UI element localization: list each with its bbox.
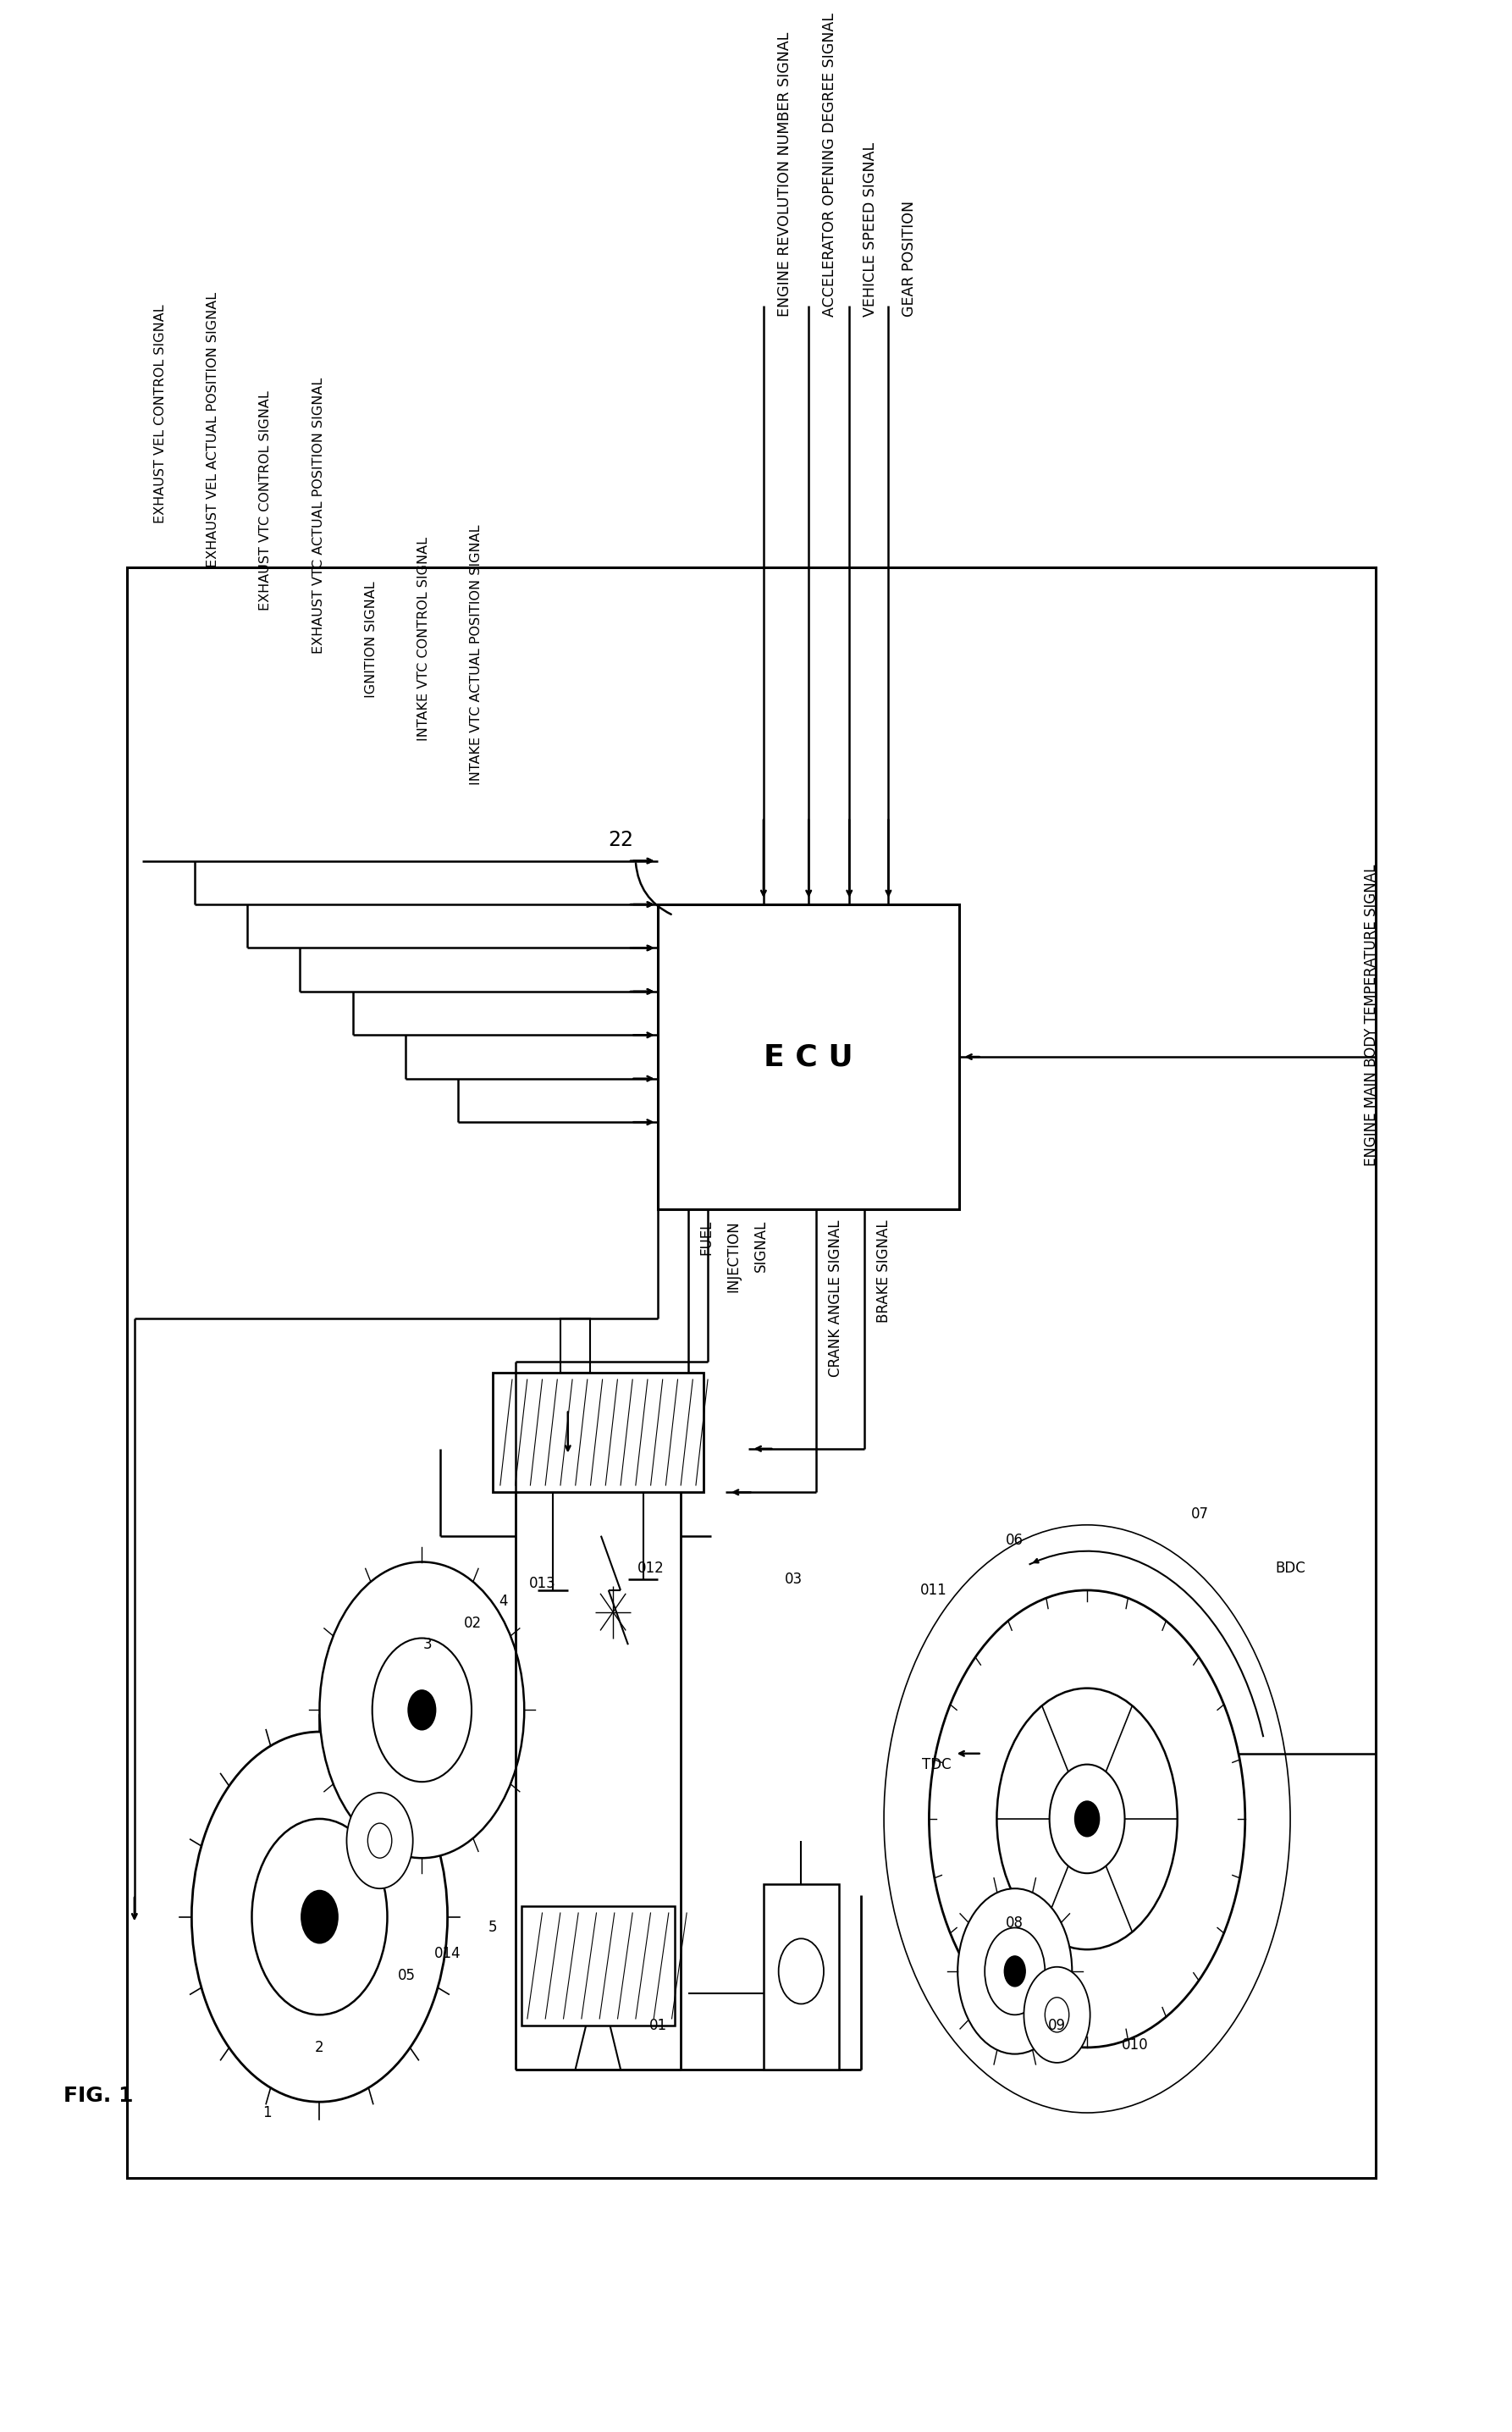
Text: SIGNAL: SIGNAL xyxy=(753,1221,768,1272)
Text: 012: 012 xyxy=(637,1561,664,1576)
Bar xyxy=(561,1318,591,1372)
Text: E C U: E C U xyxy=(764,1043,853,1070)
Text: 03: 03 xyxy=(785,1571,803,1588)
Text: 22: 22 xyxy=(608,829,634,849)
Text: FIG. 1: FIG. 1 xyxy=(64,2087,133,2106)
Text: 08: 08 xyxy=(1005,1916,1024,1931)
Text: 010: 010 xyxy=(1122,2038,1149,2053)
Text: 09: 09 xyxy=(1048,2019,1066,2033)
Circle shape xyxy=(253,1819,387,2014)
Circle shape xyxy=(779,1938,824,2004)
Circle shape xyxy=(346,1792,413,1890)
Circle shape xyxy=(372,1639,472,1783)
Text: VEHICLE SPEED SIGNAL: VEHICLE SPEED SIGNAL xyxy=(863,141,878,316)
Text: TDC: TDC xyxy=(922,1756,951,1773)
Circle shape xyxy=(367,1824,392,1858)
Circle shape xyxy=(957,1890,1072,2055)
Text: 4: 4 xyxy=(499,1593,508,1608)
Circle shape xyxy=(192,1732,448,2101)
Text: INTAKE VTC CONTROL SIGNAL: INTAKE VTC CONTROL SIGNAL xyxy=(417,537,429,742)
Text: ENGINE REVOLUTION NUMBER SIGNAL: ENGINE REVOLUTION NUMBER SIGNAL xyxy=(777,32,792,316)
Text: BDC: BDC xyxy=(1275,1561,1305,1576)
Text: 013: 013 xyxy=(529,1576,556,1591)
Text: GEAR POSITION: GEAR POSITION xyxy=(903,199,918,316)
Text: ENGINE MAIN BODY TEMPERATURE SIGNAL: ENGINE MAIN BODY TEMPERATURE SIGNAL xyxy=(1364,863,1379,1165)
Text: CRANK ANGLE SIGNAL: CRANK ANGLE SIGNAL xyxy=(829,1221,844,1377)
Text: EXHAUST VTC CONTROL SIGNAL: EXHAUST VTC CONTROL SIGNAL xyxy=(260,392,272,610)
Text: 014: 014 xyxy=(434,1946,461,1963)
Text: IGNITION SIGNAL: IGNITION SIGNAL xyxy=(364,581,378,698)
Text: 011: 011 xyxy=(921,1583,947,1598)
Bar xyxy=(493,1372,703,1493)
Text: 5: 5 xyxy=(488,1921,497,1936)
Circle shape xyxy=(1045,1997,1069,2033)
Bar xyxy=(658,905,959,1209)
Bar xyxy=(764,1885,839,2070)
Text: INTAKE VTC ACTUAL POSITION SIGNAL: INTAKE VTC ACTUAL POSITION SIGNAL xyxy=(470,525,482,786)
Text: 1: 1 xyxy=(263,2106,271,2121)
Circle shape xyxy=(319,1561,525,1858)
Text: 02: 02 xyxy=(464,1615,482,1629)
Text: 07: 07 xyxy=(1191,1505,1210,1522)
Text: ACCELERATOR OPENING DEGREE SIGNAL: ACCELERATOR OPENING DEGREE SIGNAL xyxy=(823,12,838,316)
Text: 2: 2 xyxy=(314,2040,324,2055)
Circle shape xyxy=(984,1929,1045,2014)
Circle shape xyxy=(301,1890,337,1943)
Text: BRAKE SIGNAL: BRAKE SIGNAL xyxy=(877,1221,892,1323)
Circle shape xyxy=(1075,1802,1099,1836)
Text: 05: 05 xyxy=(398,1967,416,1982)
Circle shape xyxy=(1049,1766,1125,1873)
Bar xyxy=(522,1907,674,2026)
Text: FUEL: FUEL xyxy=(699,1221,714,1255)
Bar xyxy=(127,567,1376,2179)
Text: EXHAUST VTC ACTUAL POSITION SIGNAL: EXHAUST VTC ACTUAL POSITION SIGNAL xyxy=(311,377,325,654)
Text: INJECTION: INJECTION xyxy=(726,1221,741,1291)
Circle shape xyxy=(1004,1955,1025,1987)
Circle shape xyxy=(928,1591,1244,2048)
Text: 06: 06 xyxy=(1005,1532,1024,1547)
Circle shape xyxy=(1024,1967,1090,2062)
Circle shape xyxy=(996,1688,1178,1950)
Text: EXHAUST VEL ACTUAL POSITION SIGNAL: EXHAUST VEL ACTUAL POSITION SIGNAL xyxy=(207,292,219,567)
Text: 01: 01 xyxy=(649,2019,667,2033)
Text: 3: 3 xyxy=(423,1637,432,1651)
Circle shape xyxy=(408,1690,435,1729)
Text: EXHAUST VEL CONTROL SIGNAL: EXHAUST VEL CONTROL SIGNAL xyxy=(154,304,166,523)
